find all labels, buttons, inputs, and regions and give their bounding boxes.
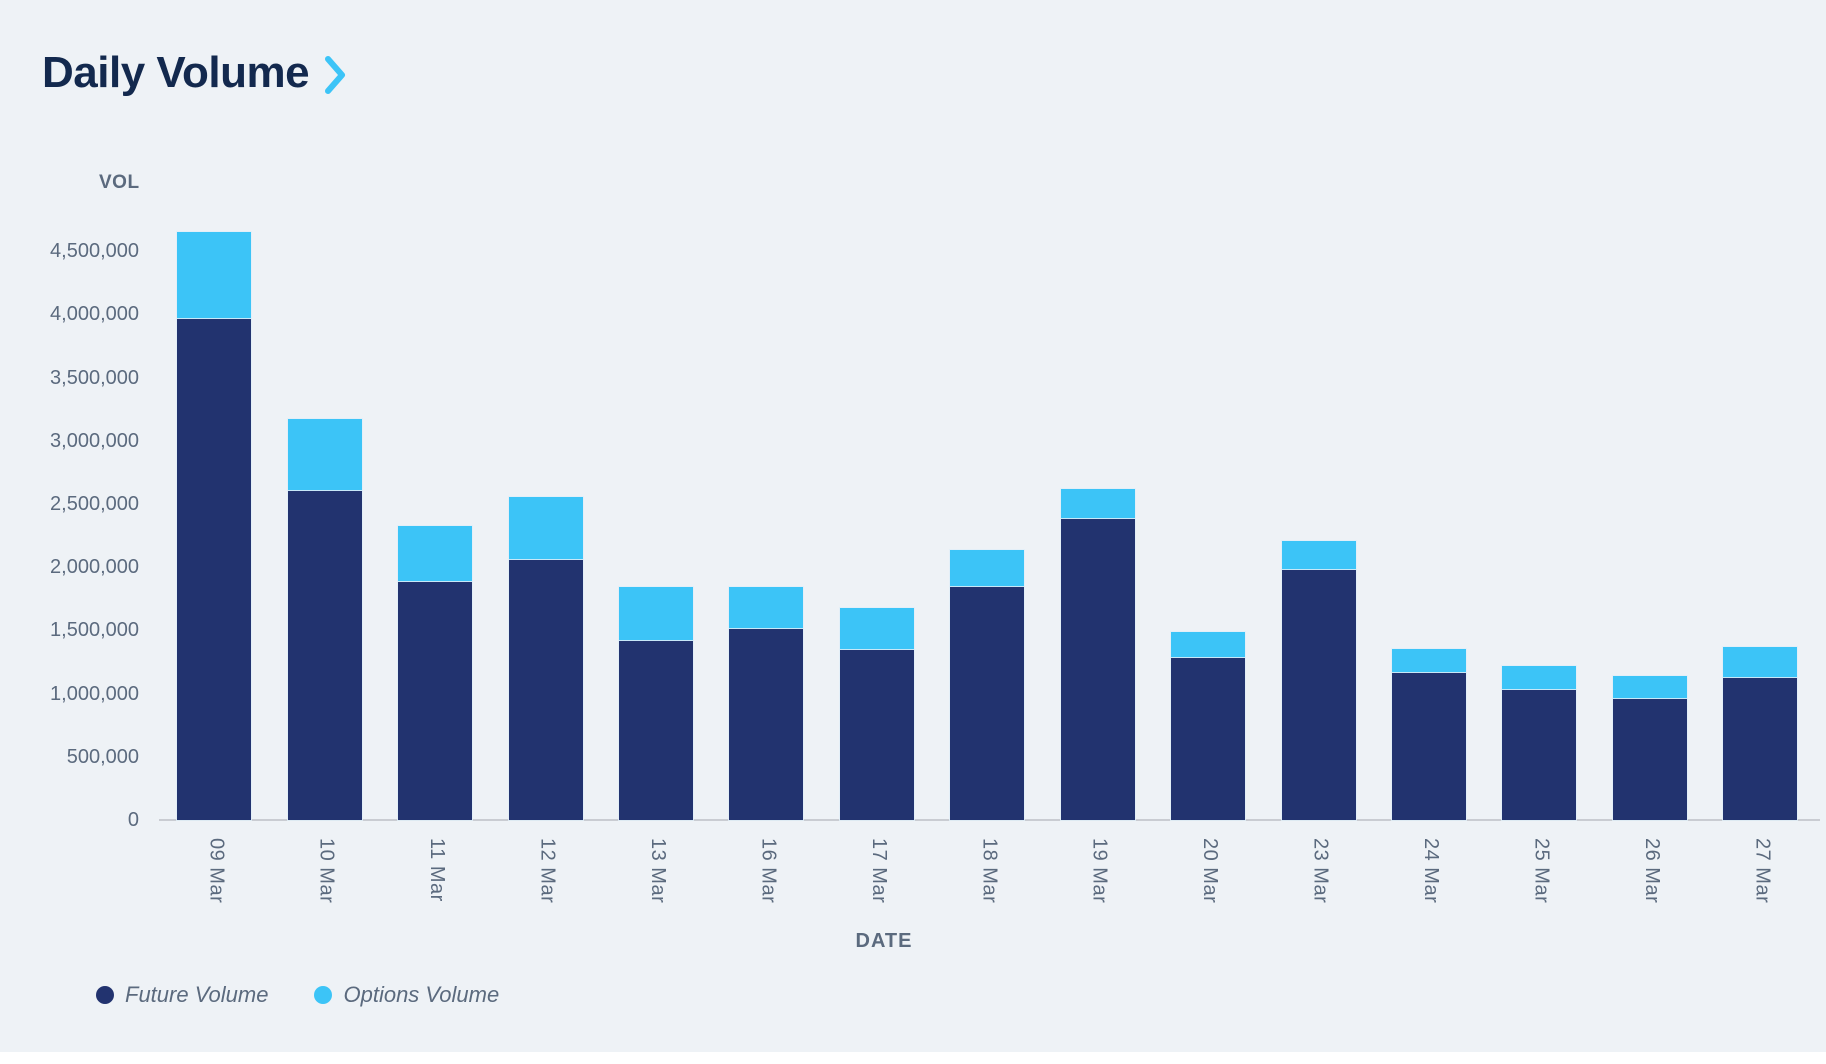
stacked-bar-25-mar[interactable] — [1502, 666, 1577, 820]
y-tick-label: 3,000,000 — [50, 429, 139, 452]
options-volume-swatch — [314, 986, 333, 1004]
x-tick-label: 20 Mar — [1199, 838, 1222, 904]
legend-label-future-volume: Future Volume — [125, 982, 269, 1007]
y-axis-title: VOL — [99, 172, 140, 193]
x-tick-label: 27 Mar — [1751, 838, 1774, 904]
future-volume-segment[interactable] — [1392, 673, 1467, 820]
y-tick-label: 2,000,000 — [50, 556, 139, 579]
future-volume-segment[interactable] — [619, 640, 694, 820]
future-volume-segment[interactable] — [1171, 657, 1246, 820]
chart-title-link[interactable]: Daily Volume — [42, 48, 347, 98]
y-tick-label: 2,500,000 — [50, 493, 139, 515]
options-volume-segment[interactable] — [619, 587, 694, 641]
x-tick-label: 23 Mar — [1309, 838, 1332, 904]
page-title: Daily Volume — [42, 48, 310, 97]
stacked-bar-10-mar[interactable] — [287, 419, 362, 820]
x-tick-label: 10 Mar — [315, 838, 338, 904]
stacked-bar-23-mar[interactable] — [1281, 540, 1356, 820]
options-volume-segment[interactable] — [508, 497, 583, 561]
x-tick-label: 24 Mar — [1420, 838, 1443, 904]
options-volume-segment[interactable] — [1171, 631, 1246, 658]
x-tick-label: 13 Mar — [647, 838, 670, 904]
future-volume-segment[interactable] — [398, 581, 473, 820]
future-volume-segment[interactable] — [1612, 698, 1687, 820]
y-tick-label: 1,000,000 — [50, 682, 139, 705]
options-volume-segment[interactable] — [839, 608, 914, 650]
stacked-bar-11-mar[interactable] — [398, 526, 473, 820]
options-volume-segment[interactable] — [1502, 666, 1577, 690]
stacked-bar-16-mar[interactable] — [729, 586, 804, 820]
stacked-bar-18-mar[interactable] — [950, 550, 1025, 820]
options-volume-segment[interactable] — [177, 232, 252, 320]
x-tick-label: 12 Mar — [536, 838, 559, 904]
x-axis-line — [159, 819, 1820, 821]
legend-item-options-volume[interactable]: Options Volume — [314, 982, 499, 1008]
future-volume-segment[interactable] — [1502, 689, 1577, 820]
x-axis-title: DATE — [855, 930, 913, 952]
options-volume-segment[interactable] — [287, 419, 362, 492]
future-volume-segment[interactable] — [1060, 519, 1135, 820]
stacked-bar-19-mar[interactable] — [1060, 488, 1135, 820]
options-volume-segment[interactable] — [1281, 540, 1356, 570]
legend: Future Volume Options Volume — [96, 982, 499, 1008]
future-volume-segment[interactable] — [508, 560, 583, 820]
y-tick-label: 4,500,000 — [50, 240, 139, 263]
legend-label-options-volume: Options Volume — [343, 982, 500, 1007]
options-volume-segment[interactable] — [398, 526, 473, 582]
x-tick-label: 11 Mar — [426, 838, 449, 902]
options-volume-segment[interactable] — [950, 550, 1025, 587]
y-tick-label: 500,000 — [66, 745, 139, 768]
stacked-bar-12-mar[interactable] — [508, 497, 583, 820]
stacked-bar-26-mar[interactable] — [1612, 675, 1687, 820]
stacked-bar-27-mar[interactable] — [1723, 646, 1798, 820]
future-volume-segment[interactable] — [287, 491, 362, 820]
future-volume-segment[interactable] — [1723, 678, 1798, 820]
future-volume-swatch — [96, 986, 114, 1004]
x-tick-label: 09 Mar — [205, 838, 228, 904]
stacked-bar-24-mar[interactable] — [1392, 649, 1467, 820]
x-tick-label: 17 Mar — [867, 838, 890, 904]
stacked-bar-13-mar[interactable] — [619, 587, 694, 820]
y-tick-label: 1,500,000 — [50, 619, 139, 642]
future-volume-segment[interactable] — [950, 586, 1025, 820]
x-tick-label: 19 Mar — [1088, 838, 1111, 904]
future-volume-segment[interactable] — [729, 629, 804, 820]
future-volume-segment[interactable] — [177, 319, 252, 820]
options-volume-segment[interactable] — [729, 586, 804, 630]
stacked-bar-17-mar[interactable] — [839, 608, 914, 820]
future-volume-segment[interactable] — [839, 650, 914, 820]
y-tick-label: 4,000,000 — [50, 303, 139, 326]
x-tick-label: 18 Mar — [978, 838, 1001, 904]
stacked-bar-20-mar[interactable] — [1171, 631, 1246, 820]
chevron-right-icon — [325, 56, 346, 94]
bottom-page-edge — [0, 1052, 1826, 1064]
x-tick-label: 26 Mar — [1640, 838, 1663, 904]
y-tick-label: 0 — [127, 809, 139, 831]
options-volume-segment[interactable] — [1723, 646, 1798, 679]
legend-item-future-volume[interactable]: Future Volume — [96, 982, 268, 1008]
future-volume-segment[interactable] — [1281, 569, 1356, 820]
options-volume-segment[interactable] — [1060, 488, 1135, 520]
y-tick-label: 3,500,000 — [50, 366, 139, 389]
options-volume-segment[interactable] — [1612, 675, 1687, 699]
x-tick-label: 16 Mar — [757, 838, 780, 904]
options-volume-segment[interactable] — [1392, 649, 1467, 674]
stacked-bar-09-mar[interactable] — [177, 232, 252, 820]
x-tick-label: 25 Mar — [1530, 838, 1553, 904]
